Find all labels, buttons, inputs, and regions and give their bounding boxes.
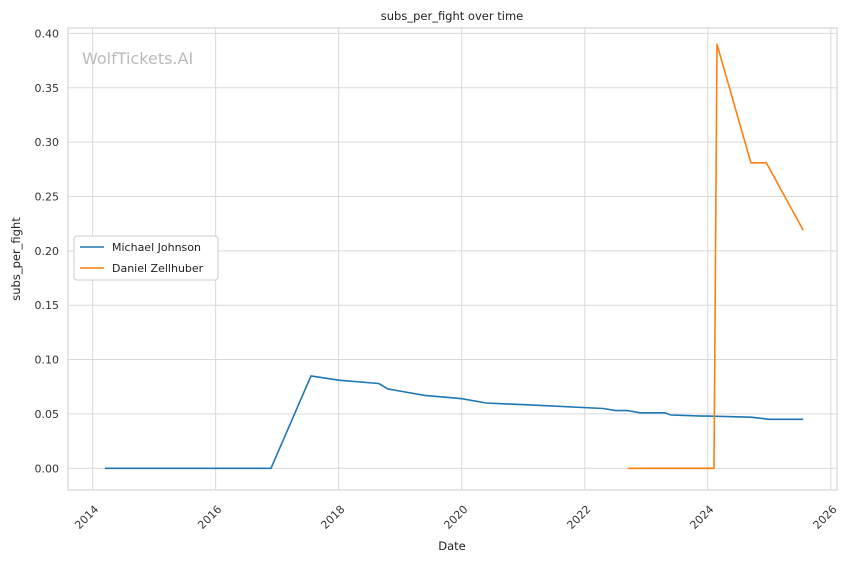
chart-title: subs_per_fight over time [381,9,523,23]
legend-label-michael-johnson: Michael Johnson [112,241,201,254]
series-line-michael-johnson [104,375,804,470]
x-axis-label: Date [438,539,466,553]
legend: Michael Johnson Daniel Zellhuber [73,235,219,281]
y-tick-label: 0.05 [35,408,60,421]
watermark: WolfTickets.AI [82,49,193,68]
y-tick-label: 0.40 [35,27,60,40]
y-tick-label: 0.00 [35,462,60,475]
series-line-daniel-zellhuber [627,43,804,470]
legend-label-daniel-zellhuber: Daniel Zellhuber [112,262,204,275]
y-tick-label: 0.10 [35,354,60,367]
y-tick-label: 0.30 [35,136,60,149]
legend-box [73,235,219,281]
ticks: 2014 2016 2018 2020 2022 2024 20260.000.050.10… [35,27,840,531]
y-axis-label: subs_per_fight [9,217,23,301]
grid [68,28,837,490]
y-tick-label: 0.35 [35,82,60,95]
series-layer [104,43,804,470]
y-tick-label: 0.20 [35,245,60,258]
y-tick-label: 0.15 [35,299,60,312]
y-tick-label: 0.25 [35,190,60,203]
